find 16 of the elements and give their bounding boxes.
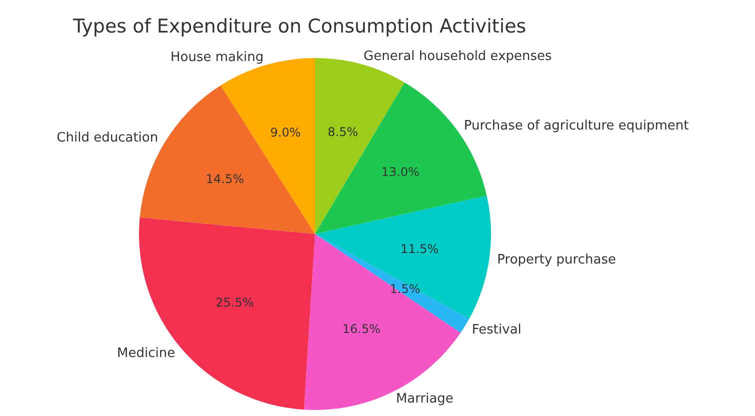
data-label: 9.0% bbox=[270, 126, 301, 140]
data-label: 16.5% bbox=[342, 322, 381, 336]
data-label: 11.5% bbox=[400, 242, 439, 256]
slice-label: Marriage bbox=[396, 392, 454, 407]
data-label: 13.0% bbox=[381, 164, 420, 179]
slice-label: House making bbox=[170, 50, 264, 65]
slice-label: Child education bbox=[56, 130, 158, 146]
chart-title: Types of Expenditure on Consumption Activities bbox=[72, 16, 526, 38]
data-label: 8.5% bbox=[328, 125, 358, 140]
data-label: 14.5% bbox=[206, 172, 244, 186]
slice-label: Purchase of agriculture equipment bbox=[464, 118, 689, 134]
data-label: 25.5% bbox=[216, 296, 254, 310]
slice-label: Property purchase bbox=[497, 252, 616, 268]
slice-label: General household expenses bbox=[364, 49, 552, 64]
slice-label: Medicine bbox=[117, 346, 176, 361]
slice-label: Festival bbox=[472, 322, 522, 338]
